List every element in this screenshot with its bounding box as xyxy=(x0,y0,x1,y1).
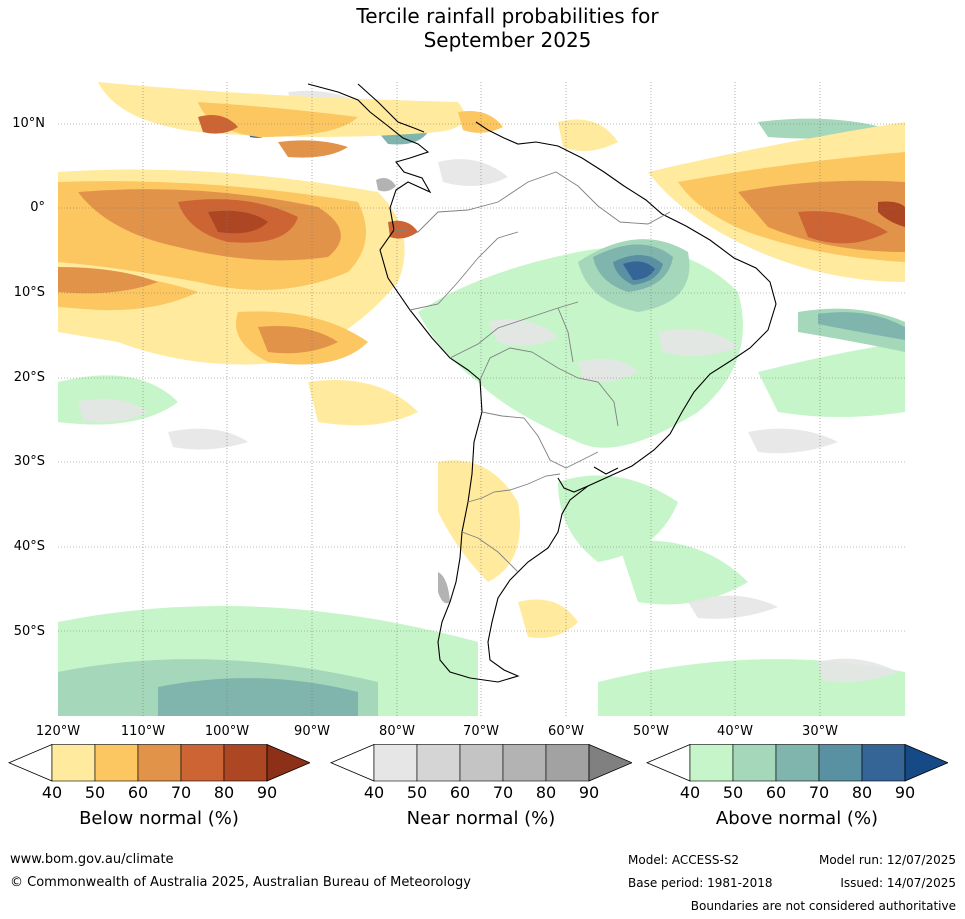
footer-model: Model: ACCESS-S2 xyxy=(628,853,740,867)
lon-label-70w: 70°W xyxy=(463,724,499,739)
lat-label-10s: 10°S xyxy=(13,285,45,300)
lat-label-50s: 50°S xyxy=(13,624,45,639)
lat-label-0: 0° xyxy=(30,200,45,215)
colorbar-tick-label: 90 xyxy=(578,783,600,802)
probability-shading xyxy=(58,82,905,716)
national-boundaries xyxy=(393,171,671,573)
colorbar-title-near: Near normal (%) xyxy=(406,808,556,829)
colorbar-swatch xyxy=(818,744,863,782)
colorbar-tick-label: 50 xyxy=(84,783,106,802)
colorbar-tick-label: 90 xyxy=(894,783,916,802)
title-line-1: Tercile rainfall probabilities for xyxy=(356,4,659,28)
colorbar-tick-label: 50 xyxy=(722,783,744,802)
colorbar-swatch xyxy=(223,744,268,782)
colorbar-swatch xyxy=(51,744,96,782)
footer-model-run: Model run: 12/07/2025 xyxy=(818,853,956,867)
colorbar-tick-label: 40 xyxy=(363,783,385,802)
colorbar-tick-label: 50 xyxy=(406,783,428,802)
lon-label-120w: 120°W xyxy=(35,724,81,739)
colorbar-tick-label: 70 xyxy=(492,783,514,802)
lon-label-60w: 60°W xyxy=(548,724,584,739)
colorbar-swatch xyxy=(137,744,182,782)
footer-base-period: Base period: 1981-2018 xyxy=(628,876,773,890)
lon-label-80w: 80°W xyxy=(379,724,415,739)
colorbar-tick-label: 40 xyxy=(679,783,701,802)
colorbar-tick-label: 80 xyxy=(213,783,235,802)
footer-issued: Issued: 14/07/2025 xyxy=(840,876,956,890)
colorbar-tick-label: 90 xyxy=(256,783,278,802)
title-line-2: September 2025 xyxy=(423,28,592,52)
colorbar-swatch xyxy=(180,744,225,782)
colorbar-near-normal xyxy=(330,744,632,782)
colorbar-tick-label: 60 xyxy=(449,783,471,802)
colorbar-tick-label: 60 xyxy=(765,783,787,802)
lon-label-50w: 50°W xyxy=(633,724,669,739)
coastline xyxy=(307,83,777,683)
graticule xyxy=(58,82,905,716)
colorbar-below-normal xyxy=(8,744,310,782)
colorbar-tick-label: 70 xyxy=(808,783,830,802)
colorbar-title-above: Above normal (%) xyxy=(715,808,879,829)
lat-label-30s: 30°S xyxy=(13,454,45,469)
colorbar-swatch xyxy=(373,744,418,782)
lon-label-110w: 110°W xyxy=(120,724,166,739)
colorbar-arrow-high xyxy=(904,744,948,782)
lon-label-100w: 100°W xyxy=(204,724,250,739)
colorbar-swatch xyxy=(861,744,906,782)
colorbar-swatch xyxy=(416,744,461,782)
colorbar-above-normal xyxy=(646,744,948,782)
colorbar-title-below: Below normal (%) xyxy=(79,808,239,829)
footer-url: www.bom.gov.au/climate xyxy=(10,852,174,867)
colorbar-tick-label: 40 xyxy=(41,783,63,802)
colorbar-swatch xyxy=(459,744,504,782)
colorbar-tick-label: 80 xyxy=(851,783,873,802)
colorbar-arrow-low xyxy=(330,744,375,782)
lon-label-40w: 40°W xyxy=(717,724,753,739)
colorbar-swatch xyxy=(94,744,139,782)
footer-copyright: © Commonwealth of Australia 2025, Austra… xyxy=(10,875,471,890)
colorbar-arrow-high xyxy=(266,744,310,782)
lon-label-30w: 30°W xyxy=(802,724,838,739)
colorbar-swatch xyxy=(502,744,547,782)
colorbar-swatch xyxy=(775,744,820,782)
colorbar-swatch xyxy=(545,744,590,782)
lat-label-40s: 40°S xyxy=(13,539,45,554)
colorbar-tick-label: 60 xyxy=(127,783,149,802)
colorbar-arrow-low xyxy=(646,744,691,782)
map-title: Tercile rainfall probabilities for Septe… xyxy=(0,4,965,52)
lon-label-90w: 90°W xyxy=(294,724,330,739)
colorbar-tick-label: 70 xyxy=(170,783,192,802)
colorbar-arrow-high xyxy=(588,744,632,782)
probability-map xyxy=(58,82,905,716)
colorbar-arrow-low xyxy=(8,744,53,782)
colorbar-swatch xyxy=(732,744,777,782)
colorbar-tick-label: 80 xyxy=(535,783,557,802)
lat-label-20s: 20°S xyxy=(13,370,45,385)
lat-label-10n: 10°N xyxy=(12,116,45,131)
colorbar-swatch xyxy=(689,744,734,782)
footer-disclaimer: Boundaries are not considered authoritat… xyxy=(690,899,956,913)
